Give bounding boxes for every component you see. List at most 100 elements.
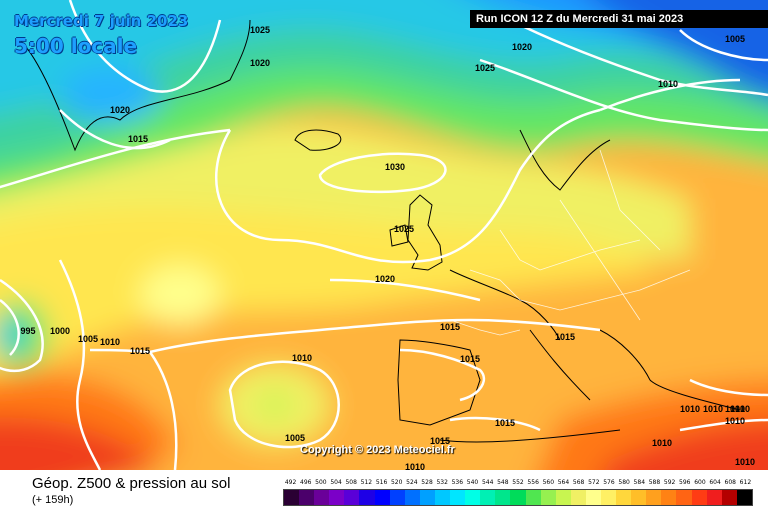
legend-cell — [495, 490, 511, 505]
legend-cell — [329, 490, 345, 505]
geopotential-field — [0, 0, 768, 470]
copyright: Copyright © 2023 Meteociel.fr — [300, 444, 455, 456]
legend-cell — [721, 490, 737, 505]
isobar-label: 1005 — [725, 34, 745, 44]
legend-cell — [404, 490, 420, 505]
legend-value: 500 — [315, 479, 327, 486]
isobar-label: 1010 — [292, 353, 312, 363]
legend-cell — [585, 490, 601, 505]
isobar-label: 1010 — [658, 79, 678, 89]
isobar-label: 1010 — [703, 404, 723, 414]
legend-value: 612 — [739, 479, 752, 486]
legend-value: 544 — [481, 479, 494, 486]
legend-value: 584 — [633, 479, 646, 486]
isobar-label: 1025 — [394, 224, 414, 234]
footer-subtitle: (+ 159h) — [32, 494, 74, 506]
legend-value: 604 — [709, 479, 721, 486]
isobar-label: 1010 — [730, 404, 750, 414]
isobar-label: 1010 — [735, 457, 755, 467]
legend-cell — [389, 490, 405, 505]
legend-cell — [736, 490, 752, 505]
legend-value: 596 — [679, 479, 691, 486]
legend-cell — [434, 490, 451, 505]
legend-cell — [646, 490, 662, 505]
isobar-label: 995 — [20, 326, 35, 336]
legend-cell — [570, 490, 586, 505]
isobar-label: 1010 — [680, 404, 700, 414]
weather-map: 1025 1020 1015 1020 1025 1020 1005 1010 1030 1025… — [0, 0, 768, 470]
isobar-label: 1015 — [440, 322, 460, 332]
isobar-label: 1015 — [495, 418, 515, 428]
legend-value: 540 — [466, 479, 479, 486]
legend-value: 560 — [542, 479, 555, 486]
isobar-label: 1025 — [475, 63, 495, 73]
legend-cell — [419, 490, 435, 505]
legend-value: 608 — [724, 479, 736, 486]
map-date: Mercredi 7 juin 2023 — [14, 12, 189, 30]
isobar-label: 1000 — [50, 326, 70, 336]
legend-value: 532 — [436, 479, 448, 486]
legend-cell — [691, 490, 707, 505]
isobar-label: 1020 — [512, 42, 532, 52]
legend-colorbar — [283, 489, 753, 506]
legend-value: 564 — [557, 479, 570, 486]
legend-value: 576 — [603, 479, 615, 486]
legend-value: 524 — [406, 479, 418, 486]
isobar-label: 1010 — [725, 416, 745, 426]
legend-cell — [299, 490, 315, 505]
isobar-label: 1005 — [285, 433, 305, 443]
legend-cell — [525, 490, 541, 505]
isobar-label: 1015 — [430, 436, 450, 446]
legend-value: 572 — [588, 479, 600, 486]
isobar-label: 1025 — [250, 25, 270, 35]
legend-value: 492 — [284, 479, 297, 486]
legend-cell — [510, 490, 526, 505]
legend-value: 580 — [618, 479, 630, 486]
legend-value: 504 — [330, 479, 342, 486]
legend-cell — [374, 490, 390, 505]
isobar-label: 1020 — [250, 58, 270, 68]
legend-value: 552 — [512, 479, 524, 486]
isobar-label: 1005 — [78, 334, 98, 344]
legend-value: 520 — [390, 479, 403, 486]
legend-value: 536 — [451, 479, 464, 486]
legend-cell — [555, 490, 571, 505]
isobars — [0, 0, 768, 470]
country-borders — [449, 149, 691, 336]
isobar-label: 1010 — [652, 438, 672, 448]
legend-cell — [450, 490, 466, 505]
isobar-label: 1010 — [725, 404, 745, 414]
isobar-label: 1015 — [130, 346, 150, 356]
legend-value: 588 — [648, 479, 661, 486]
legend-value: 496 — [300, 479, 312, 486]
legend-cell — [359, 490, 375, 505]
run-info: Run ICON 12 Z du Mercredi 31 mai 2023 — [470, 10, 768, 28]
legend-value: 600 — [694, 479, 706, 486]
legend-cell — [676, 490, 692, 505]
legend-cell — [314, 490, 330, 505]
isobar-label: 1015 — [555, 332, 575, 342]
legend-value: 548 — [497, 479, 509, 486]
legend-cell — [631, 490, 647, 505]
footer-title: Géop. Z500 & pression au sol — [32, 475, 231, 492]
legend-value: 516 — [375, 479, 388, 486]
legend-cell — [616, 490, 632, 505]
legend-value: 508 — [345, 479, 357, 486]
isobar-label: 1020 — [110, 105, 130, 115]
legend-labels: 492 496 500 504 508 512 516 520 524 528 532 536 540 5… — [283, 479, 753, 489]
legend-value: 528 — [421, 479, 433, 486]
isobar-label: 1010 — [100, 337, 120, 347]
legend-cell — [480, 490, 496, 505]
isobar-label: 1015 — [128, 134, 148, 144]
legend-value: 556 — [527, 479, 539, 486]
legend-cell — [540, 490, 556, 505]
isobar-label: 1030 — [385, 162, 405, 172]
legend-cell — [661, 490, 677, 505]
isobar-label: 1020 — [375, 274, 395, 284]
coastlines — [19, 19, 741, 443]
legend-value: 568 — [572, 479, 585, 486]
legend-cell — [284, 490, 300, 505]
legend-cell — [465, 490, 481, 505]
isobar-label: 1010 — [405, 462, 425, 470]
